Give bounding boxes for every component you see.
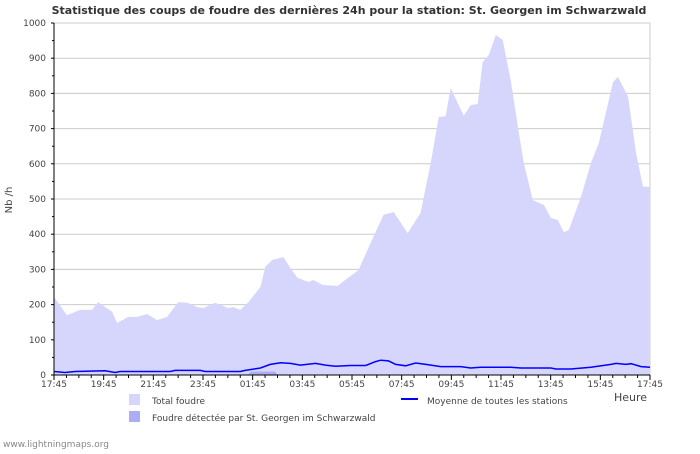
x-tick-label: 03:45	[289, 380, 315, 390]
series-layer	[53, 35, 651, 375]
y-tick-label: 1000	[23, 19, 46, 29]
series-average-line	[53, 359, 651, 374]
y-tick-label: 300	[29, 265, 46, 275]
legend-label-total: Total foudre	[151, 397, 205, 407]
axes: 0 100 200 300 400 500 600 700 800 900 1000 17:45 19:…	[23, 19, 663, 390]
y-tick-label: 800	[29, 89, 46, 99]
legend-label-station: Foudre détectée par St. Georgen im Schwa…	[152, 413, 375, 424]
y-tick-label: 900	[29, 54, 46, 64]
x-tick-label: 17:45	[41, 380, 67, 390]
y-tick-label: 100	[29, 336, 46, 346]
x-tick-label: 13:45	[538, 380, 564, 390]
x-tick-label: 07:45	[389, 380, 415, 390]
x-tick-label: 01:45	[240, 380, 266, 390]
y-tick-label: 700	[29, 125, 46, 135]
y-axis-label: Nb /h	[4, 187, 15, 214]
x-tick-label: 05:45	[339, 380, 365, 390]
footer-site: www.lightningmaps.org	[3, 440, 109, 450]
x-tick-label: 21:45	[140, 380, 166, 390]
chart-title: Statistique des coups de foudre des dern…	[52, 4, 647, 17]
y-tick-label: 200	[29, 301, 46, 311]
x-tick-label: 17:45	[637, 380, 663, 390]
x-tick-label: 09:45	[438, 380, 464, 390]
y-tick-label: 400	[29, 230, 46, 240]
legend-swatch-total	[129, 394, 140, 405]
y-tick-label: 500	[29, 195, 46, 205]
series-total-area	[54, 35, 650, 375]
y-tick-label: 0	[40, 371, 46, 381]
y-tick-label: 600	[29, 160, 46, 170]
x-axis-label: Heure	[614, 391, 647, 404]
legend: Total foudre Foudre détectée par St. Geo…	[129, 394, 568, 424]
x-tick-label: 23:45	[190, 380, 216, 390]
legend-label-average: Moyenne de toutes les stations	[427, 397, 568, 407]
x-tick-label: 19:45	[91, 380, 117, 390]
legend-swatch-station	[129, 411, 140, 422]
x-tick-label: 15:45	[587, 380, 613, 390]
x-tick-label: 11:45	[488, 380, 514, 390]
